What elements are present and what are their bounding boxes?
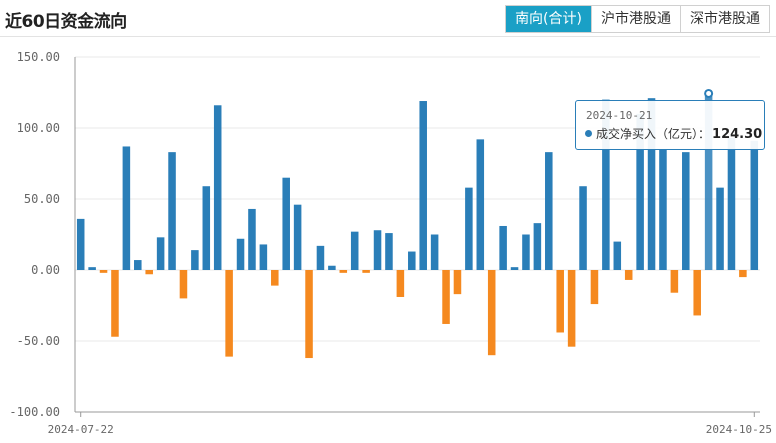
chart-tooltip: 2024-10-21 成交净买入（亿元）： 124.30 [575, 100, 765, 150]
bar [339, 270, 348, 273]
y-tick-label: -100.00 [9, 405, 60, 419]
bar [533, 223, 542, 270]
bar [248, 208, 256, 270]
fund-flow-chart: 150.00 100.00 50.00 0.00 -50.00 -100.00 2024-0… [9, 50, 772, 436]
bar [76, 218, 85, 270]
tooltip-label: 成交净买入（亿元） [596, 127, 699, 141]
tab-group: 南向(合计) 沪市港股通 深市港股通 [505, 5, 770, 33]
bar [487, 270, 496, 356]
bar [602, 99, 610, 270]
bar [213, 105, 222, 270]
bar [453, 270, 462, 295]
bar [430, 234, 439, 270]
bar [385, 233, 393, 270]
bar [282, 177, 290, 270]
y-tick-label: 150.00 [17, 50, 60, 64]
bar [465, 187, 473, 270]
bar [225, 270, 233, 357]
bar [476, 139, 485, 270]
tab-shanghai-connect[interactable]: 沪市港股通 [591, 6, 680, 32]
bar [704, 93, 713, 270]
bar [408, 251, 416, 270]
bar [682, 152, 690, 270]
highlight-point [704, 88, 714, 98]
header: 近60日资金流向 南向(合计) 沪市港股通 深市港股通 [0, 0, 776, 37]
bar [716, 187, 724, 270]
bar [179, 270, 188, 299]
bar [624, 270, 633, 280]
bar [590, 270, 599, 305]
bar [88, 267, 96, 270]
tooltip-value: 124.30 [712, 127, 763, 142]
page-title: 近60日资金流向 [5, 12, 127, 32]
bar [293, 204, 302, 270]
tab-shenzhen-connect[interactable]: 深市港股通 [680, 6, 769, 32]
bar [373, 230, 382, 270]
series-dot-icon [585, 130, 592, 137]
bar [693, 270, 701, 316]
bar [396, 270, 405, 297]
bar [613, 241, 622, 270]
bar [419, 101, 427, 271]
bar [670, 270, 679, 293]
bar [122, 146, 131, 270]
bar [316, 245, 325, 270]
y-tick-label: 100.00 [17, 121, 60, 135]
bar [305, 270, 313, 359]
bar [647, 98, 656, 271]
tooltip-date: 2024-10-21 [586, 109, 653, 122]
bar [191, 250, 199, 270]
y-tick-label: 0.00 [31, 263, 60, 277]
y-tick-label: -50.00 [17, 334, 60, 348]
bar [236, 238, 245, 270]
bar [750, 140, 759, 270]
bar [545, 152, 553, 270]
bar [567, 270, 576, 347]
bar [156, 237, 165, 270]
bar [111, 270, 119, 337]
bar [442, 270, 450, 324]
bar [636, 113, 644, 270]
bar [499, 225, 507, 270]
tab-southbound-total[interactable]: 南向(合计) [506, 6, 591, 32]
bar [739, 270, 747, 278]
bar [362, 270, 370, 273]
bar [510, 267, 519, 270]
x-tick-label: 2024-07-22 [48, 423, 114, 436]
bar [350, 231, 359, 270]
bar [579, 186, 587, 270]
bar [259, 244, 268, 270]
y-tick-label: 50.00 [24, 192, 60, 206]
x-tick-label: 2024-10-25 [706, 423, 772, 436]
bar [99, 270, 108, 273]
bar [659, 149, 667, 270]
bar [271, 270, 279, 286]
tooltip-row: 成交净买入（亿元）： 124.30 [585, 125, 762, 142]
bar [727, 137, 736, 270]
bar [145, 270, 153, 275]
bar [168, 152, 176, 270]
bar [202, 186, 211, 270]
bar [556, 270, 564, 333]
bar [134, 260, 142, 270]
bar [522, 234, 530, 270]
bar [328, 265, 336, 270]
